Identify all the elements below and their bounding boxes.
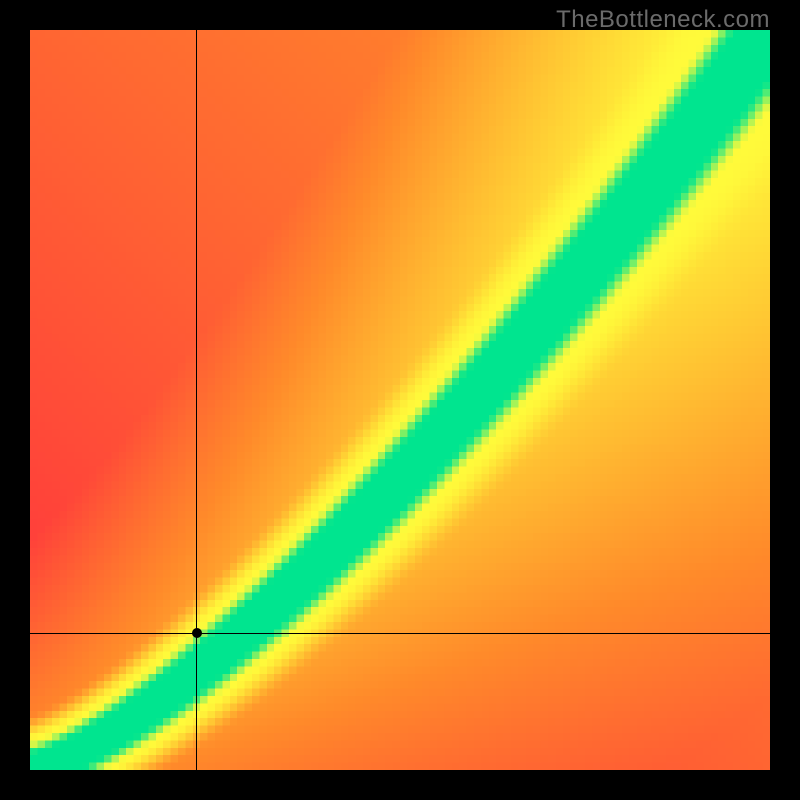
data-point-marker bbox=[192, 628, 202, 638]
crosshair-vertical bbox=[196, 30, 197, 770]
crosshair-horizontal bbox=[30, 633, 770, 634]
watermark-text: TheBottleneck.com bbox=[556, 6, 770, 34]
chart-container: TheBottleneck.com bbox=[0, 0, 800, 800]
bottleneck-heatmap bbox=[30, 30, 770, 770]
